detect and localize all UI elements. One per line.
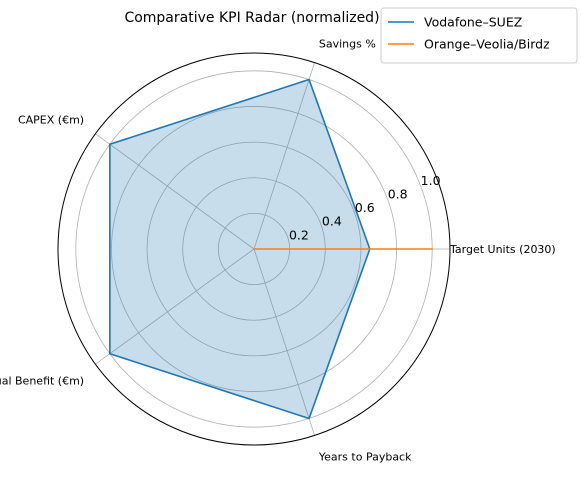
axis-label: Target Units (2030) bbox=[449, 243, 556, 256]
series-fill bbox=[109, 79, 370, 419]
axis-label: Annual Benefit (€m) bbox=[0, 374, 84, 387]
radar-frame bbox=[57, 52, 451, 446]
chart-title: Comparative KPI Radar (normalized) bbox=[124, 10, 379, 26]
series-line bbox=[109, 78, 371, 420]
radar-labels: 0.2 0.4 0.6 0.8 1.0 Target Units (2030) Saving… bbox=[0, 37, 556, 463]
radial-tick-label: 0.6 bbox=[355, 200, 375, 215]
grid-spoke bbox=[95, 248, 255, 365]
grid-spoke bbox=[253, 248, 315, 436]
radial-tick-label: 0.8 bbox=[388, 186, 408, 201]
legend-label: Orange–Veolia/Birdz bbox=[424, 37, 550, 52]
axis-label: Savings % bbox=[319, 37, 376, 50]
axis-label: Years to Payback bbox=[318, 451, 412, 464]
axis-label: CAPEX (€m) bbox=[18, 114, 84, 127]
grid-spoke bbox=[95, 133, 255, 250]
radial-tick-label: 0.2 bbox=[289, 227, 309, 242]
legend-frame bbox=[380, 7, 578, 64]
grid-spoke bbox=[253, 62, 315, 250]
radar-series bbox=[109, 78, 433, 420]
radial-tick-label: 0.4 bbox=[322, 214, 342, 229]
legend: Vodafone–SUEZ Orange–Veolia/Birdz bbox=[380, 7, 578, 64]
radial-tick-label: 1.0 bbox=[421, 173, 441, 188]
legend-label: Vodafone–SUEZ bbox=[424, 15, 522, 30]
